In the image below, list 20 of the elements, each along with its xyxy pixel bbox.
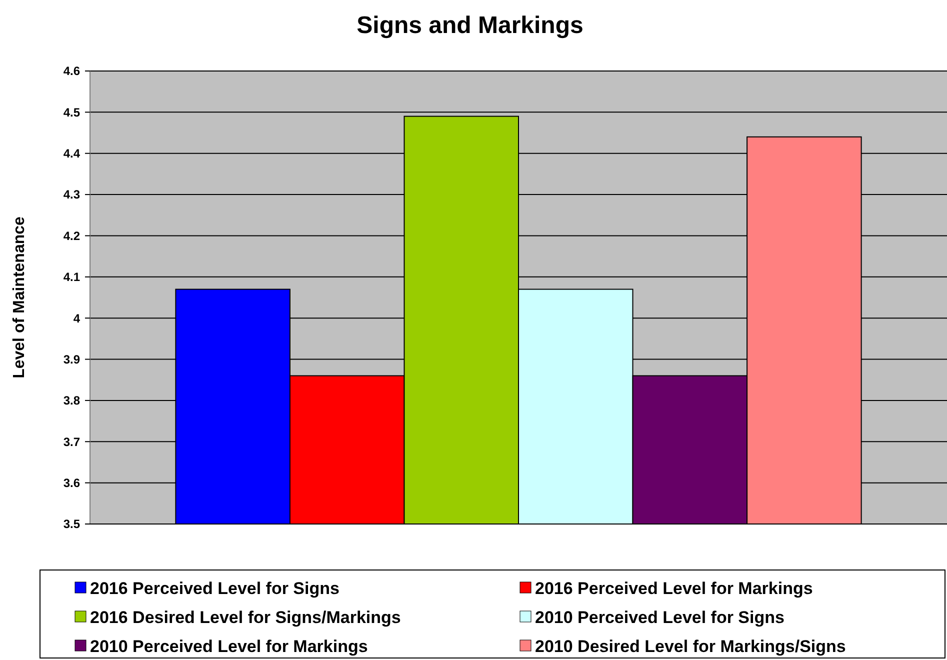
y-tick-label: 4.4 [63,146,80,161]
y-tick-label: 3.7 [63,434,80,449]
y-tick-label: 3.9 [63,352,80,366]
legend-label: 2016 Perceived Level for Markings [535,579,813,598]
y-tick-label: 4.6 [63,64,80,78]
y-tick-label: 4.1 [63,270,80,284]
y-tick-label: 4 [73,311,80,326]
legend-label: 2010 Perceived Level for Signs [535,608,784,627]
legend-label: 2010 Perceived Level for Markings [90,637,368,656]
legend-label: 2016 Desired Level for Signs/Markings [90,608,401,627]
y-axis-title: Level of Maintenance [11,216,28,378]
y-tick-label: 4.3 [63,188,80,202]
legend-label: 2016 Perceived Level for Signs [90,579,340,598]
y-tick-label: 3.8 [63,394,80,408]
y-tick-label: 4.2 [63,228,80,243]
legend-label: 2010 Desired Level for Markings/Signs [535,637,846,656]
chart-title: Signs and Markings [356,12,584,39]
y-tick-label: 3.5 [63,517,80,532]
y-tick-label: 3.6 [63,476,80,490]
y-tick-label: 4.5 [63,105,80,120]
